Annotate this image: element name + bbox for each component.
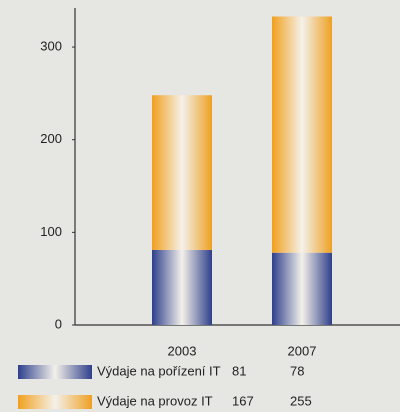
legend-swatch [18,365,92,379]
legend-label: Výdaje na provoz IT [97,393,213,408]
legend-value: 255 [290,393,312,408]
legend-value: 167 [232,393,254,408]
bar-segment [152,95,212,250]
x-tick-label: 2003 [168,343,197,358]
y-tick-label: 0 [55,316,62,331]
bar-segment [272,16,332,253]
y-tick-label: 300 [40,38,62,53]
y-tick-label: 100 [40,224,62,239]
legend-swatch [18,395,92,409]
y-tick-label: 200 [40,131,62,146]
legend-label: Výdaje na pořízení IT [97,363,221,378]
x-tick-label: 2007 [288,343,317,358]
bar-segment [152,249,212,325]
legend-value: 81 [232,363,246,378]
bar-segment [272,252,332,325]
legend-value: 78 [290,363,304,378]
